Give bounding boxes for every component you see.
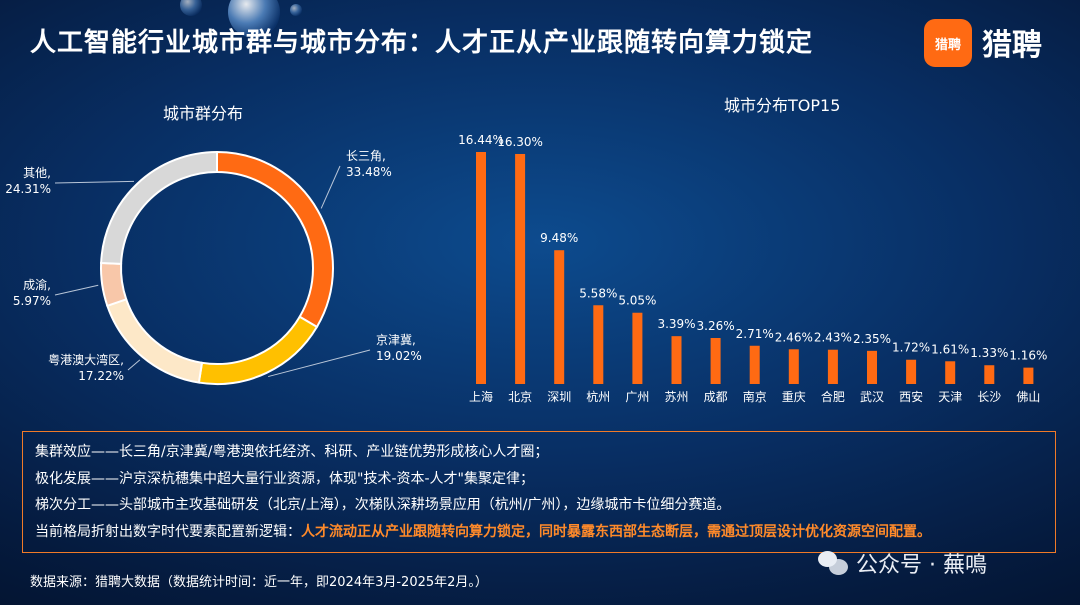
bar	[593, 305, 604, 384]
bar-value-label: 2.43%	[814, 331, 852, 345]
slice-value-label: 33.48%	[346, 165, 392, 179]
bar-category-label: 杭州	[586, 389, 610, 404]
bar-value-label: 1.16%	[1009, 349, 1047, 363]
bar-value-label: 1.61%	[931, 342, 969, 356]
bar-value-label: 3.26%	[697, 319, 735, 333]
bar-category-label: 广州	[625, 390, 649, 404]
bar	[671, 336, 682, 384]
slice-label: 其他,	[23, 166, 51, 180]
bar	[515, 153, 526, 384]
leader-line	[127, 359, 141, 371]
bar-value-label: 16.30%	[497, 135, 543, 149]
bar-category-label: 苏州	[664, 390, 688, 404]
bar-category-label: 长沙	[977, 390, 1001, 404]
bar	[1023, 367, 1034, 384]
insight-line: 梯次分工——头部城市主攻基础研发（北京/上海），次梯队深耕场景应用（杭州/广州）…	[35, 497, 731, 513]
slice-value-label: 5.97%	[13, 294, 51, 308]
watermark: 公众号 · 蕪鳴	[818, 547, 987, 579]
slice-value-label: 17.22%	[78, 369, 124, 383]
bar-value-label: 5.58%	[579, 286, 617, 300]
slice-label: 京津冀,	[376, 333, 416, 347]
insight-box: 集群效应——长三角/京津冀/粤港澳依托经济、科研、产业链优势形成核心人才圈； 极…	[22, 431, 1056, 553]
slice-value-label: 24.31%	[5, 182, 51, 196]
bar	[632, 312, 643, 384]
brand-logo-icon: 猎聘	[924, 19, 972, 67]
donut-slice	[216, 150, 334, 329]
bar-value-label: 2.46%	[775, 330, 813, 344]
brand-name: 猎聘	[982, 28, 1042, 63]
decor-bubble-small	[180, 0, 202, 16]
slice-label: 长三角,	[346, 149, 386, 163]
charts-canvas: 长三角, 33.48% 京津冀, 19.02% 粤港澳大湾区, 17.22% 成渝, 5.97…	[5, 133, 1047, 404]
insight-line-conclusion: 当前格局折射出数字时代要素配置新逻辑：人才流动正从产业跟随转向算力锁定，同时暴露…	[35, 519, 1043, 546]
bar	[554, 250, 565, 384]
logo-text: 猎聘	[934, 37, 961, 53]
bar	[906, 359, 917, 384]
conclusion-prefix: 当前格局折射出数字时代要素配置新逻辑：	[35, 523, 301, 540]
bar-category-label: 佛山	[1016, 390, 1040, 404]
page-title: 人工智能行业城市群与城市分布：人才正从产业跟随转向算力锁定	[30, 28, 814, 58]
bar-chart-title: 城市分布TOP15	[724, 96, 841, 115]
slice-value-label: 19.02%	[376, 349, 422, 363]
bar-value-label: 16.44%	[458, 133, 504, 147]
insight-line: 极化发展——沪京深杭穗集中超大量行业资源，体现"技术-资本-人才"集聚定律；	[35, 470, 534, 487]
bar-category-label: 上海	[469, 389, 493, 404]
bar-value-label: 3.39%	[657, 317, 695, 331]
bar	[867, 350, 877, 384]
leader-line	[54, 284, 99, 296]
bar-value-label: 1.72%	[892, 341, 930, 355]
bar-category-label: 南京	[743, 389, 767, 404]
data-source-note: 数据来源：猎聘大数据（数据统计时间：近一年，即2024年3月-2025年2月。）	[30, 575, 488, 590]
slice-label: 粤港澳大湾区,	[48, 352, 124, 367]
bar-category-label: 天津	[938, 390, 962, 404]
bar-value-label: 1.33%	[970, 346, 1008, 360]
bar	[984, 365, 995, 384]
leader-line	[320, 165, 341, 209]
bar-category-label: 成都	[704, 390, 728, 404]
bar-value-label: 9.48%	[540, 231, 578, 245]
bar	[749, 345, 760, 384]
watermark-text: 公众号 · 蕪鳴	[856, 553, 987, 578]
donut-chart-title: 城市群分布	[163, 104, 244, 123]
bar-category-label: 合肥	[821, 389, 845, 404]
bar-value-label: 2.71%	[736, 327, 774, 341]
insight-line: 集群效应——长三角/京津冀/粤港澳依托经济、科研、产业链优势形成核心人才圈；	[35, 444, 549, 460]
leader-line	[268, 349, 371, 378]
donut-slice	[197, 315, 319, 385]
bar-value-label: 2.35%	[853, 332, 891, 346]
bar-value-label: 5.05%	[618, 294, 656, 308]
bar	[945, 361, 956, 384]
bar-category-label: 深圳	[547, 390, 571, 404]
bar	[710, 337, 721, 384]
donut-slice	[100, 150, 218, 265]
bar	[827, 349, 838, 384]
conclusion-highlight: 人才流动正从产业跟随转向算力锁定，同时暴露东西部生态断层，需通过顶层设计优化资源…	[301, 523, 931, 540]
bar-category-label: 武汉	[860, 390, 884, 404]
wechat-icon	[818, 551, 848, 575]
slice-label: 成渝,	[23, 277, 51, 292]
leader-line	[54, 180, 135, 184]
bar-category-label: 西安	[899, 389, 923, 404]
bar	[788, 349, 799, 384]
bar-category-label: 北京	[508, 390, 532, 404]
donut-slice	[100, 261, 128, 308]
decor-bubble-small	[290, 4, 302, 16]
bar	[476, 152, 486, 384]
bar-category-label: 重庆	[782, 390, 806, 404]
